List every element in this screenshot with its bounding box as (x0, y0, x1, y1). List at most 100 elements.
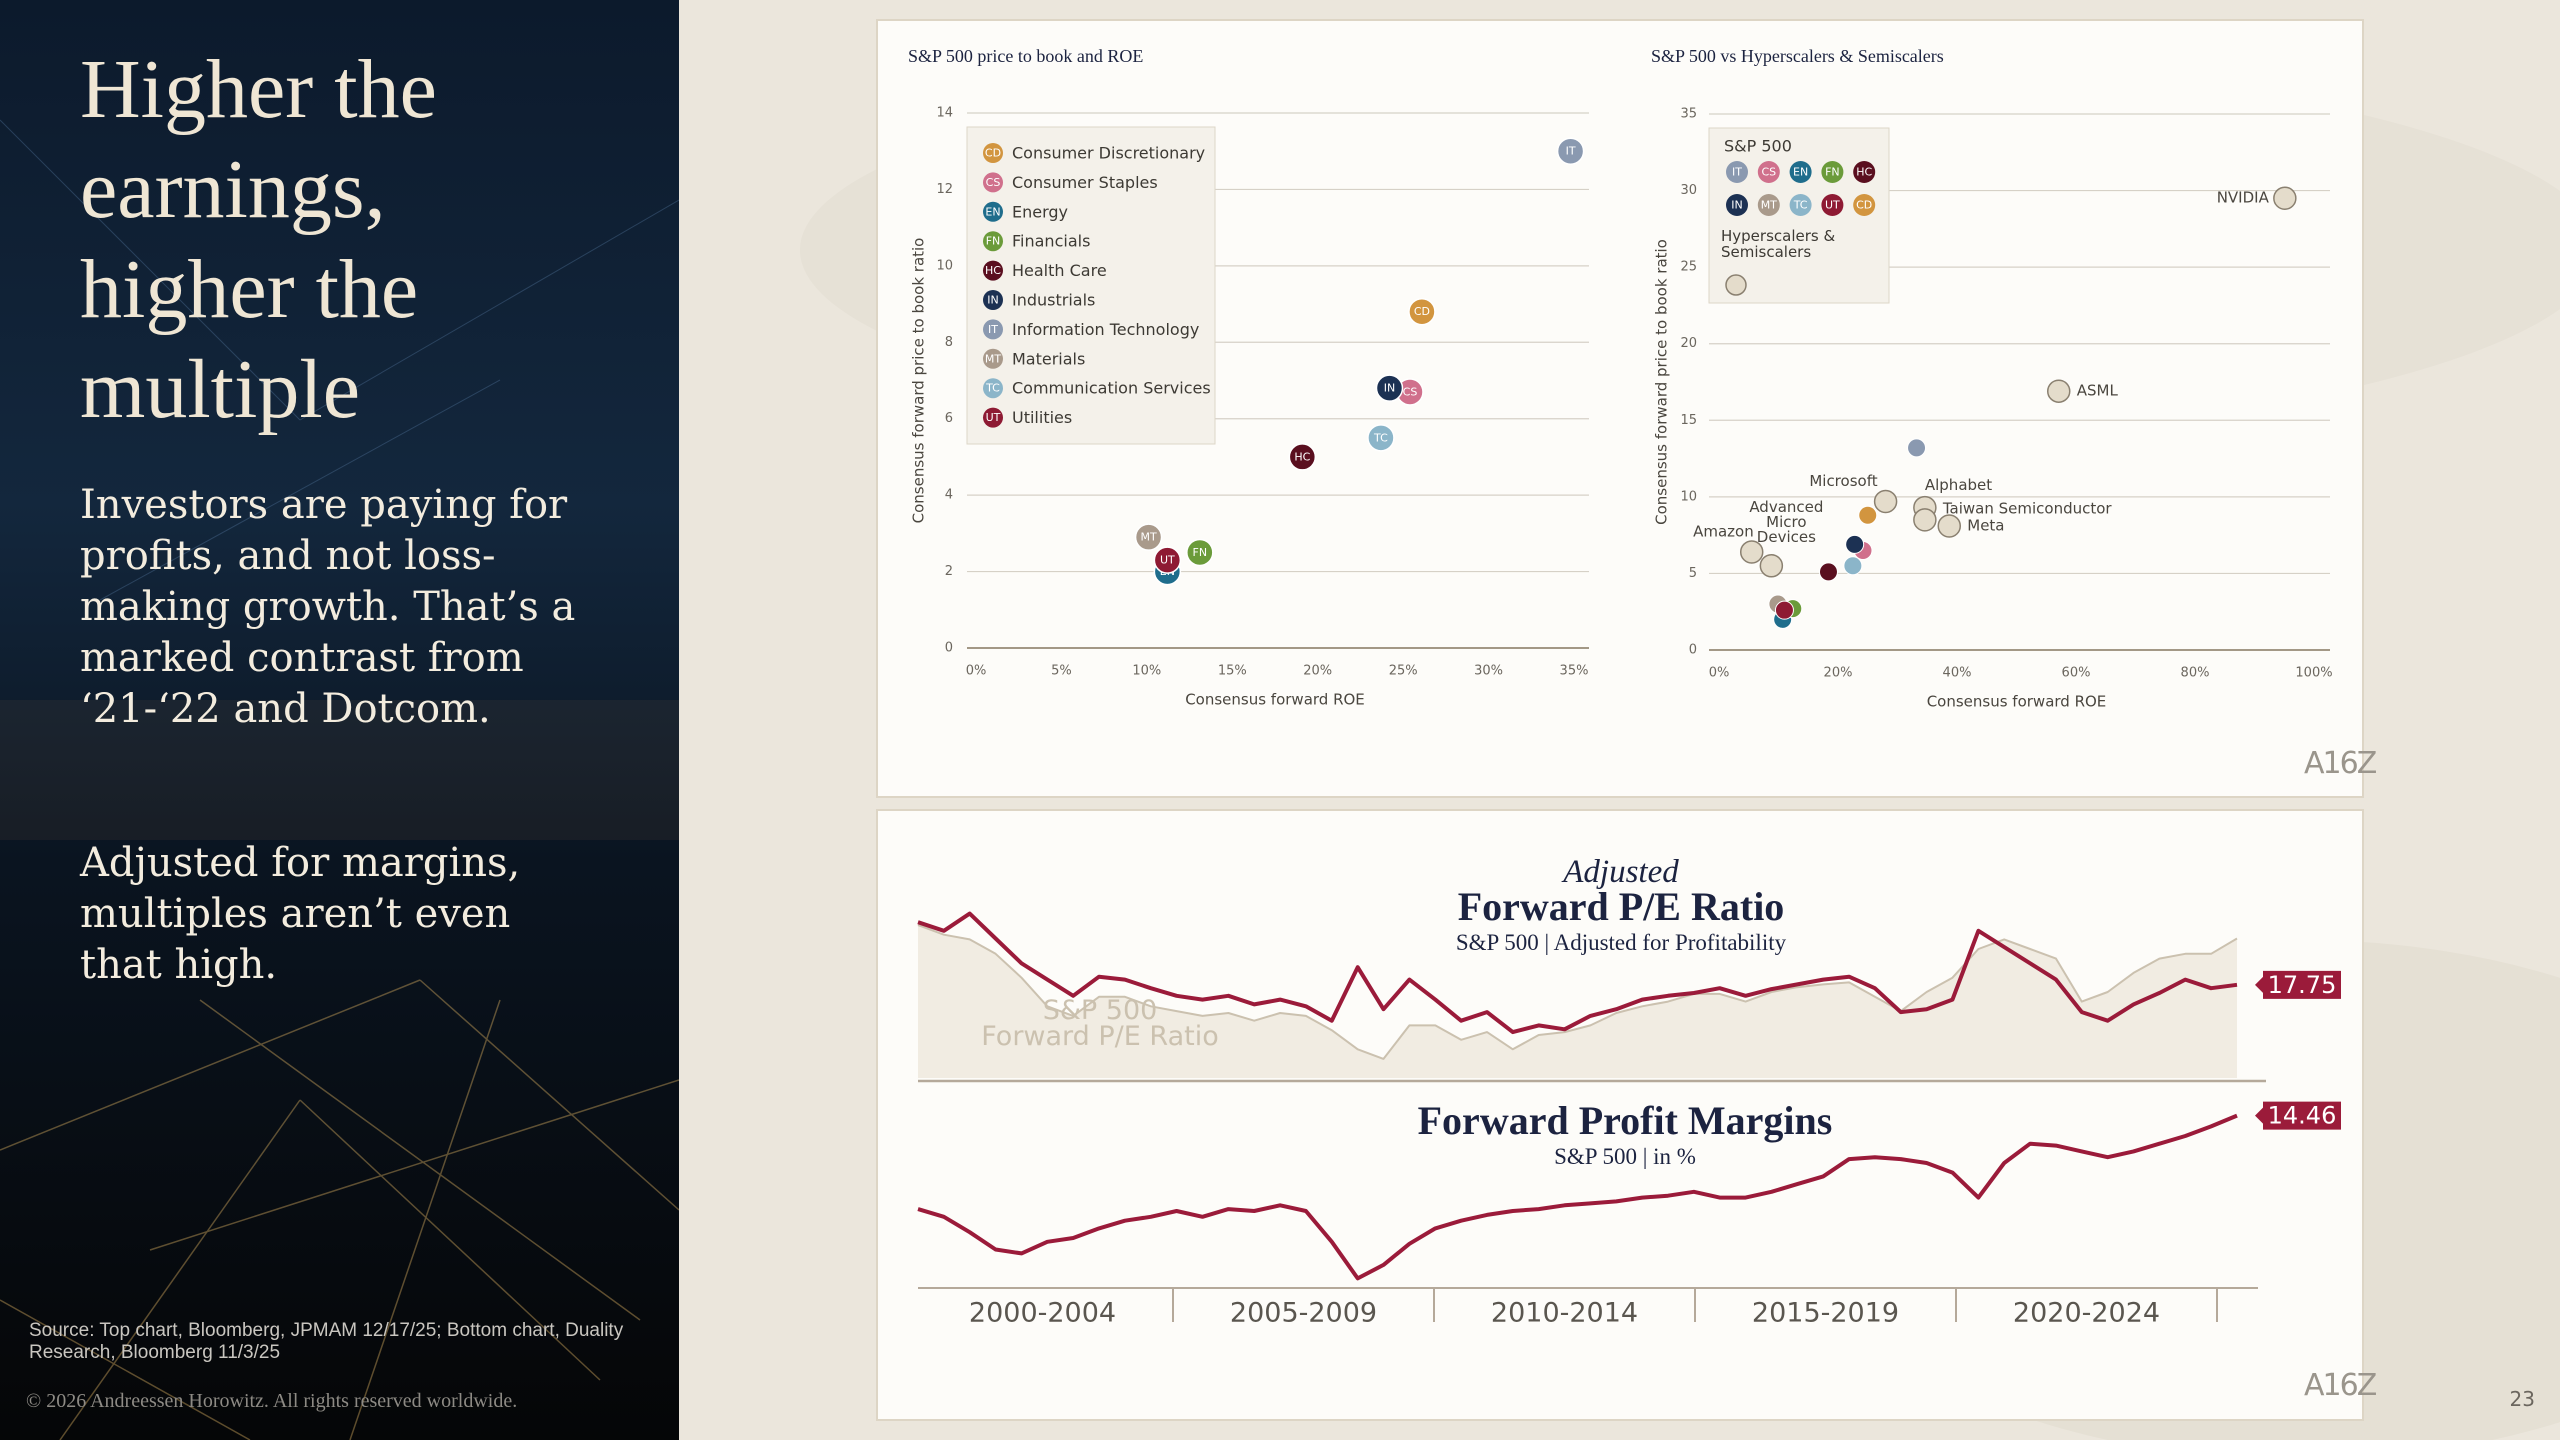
point-label: UT (1160, 554, 1175, 567)
point-label: Amazon (1693, 522, 1754, 540)
y-axis-title: Consensus forward price to book ratio (910, 238, 928, 524)
legend-badge (1757, 161, 1780, 183)
y-tick-label: 30 (1680, 183, 1697, 198)
legend-code: FN (1825, 166, 1840, 179)
legend-code: CS (986, 176, 1001, 189)
y-tick-label: 6 (945, 411, 953, 426)
point-label: ASML (2077, 382, 2119, 400)
point (1375, 374, 1404, 402)
legend-code: UT (1825, 199, 1840, 212)
legend-code: CS (1761, 166, 1776, 179)
x-tick-label: 2010-2014 (1491, 1298, 1638, 1329)
source: Source: Top chart, Bloomberg, JPMAM 12/1… (29, 1320, 624, 1363)
point (1937, 514, 1962, 538)
legend-badge (983, 260, 1003, 281)
point-label: IT (1566, 145, 1576, 158)
x-tick-label: 5% (1051, 664, 1072, 679)
legend-code: CD (1856, 199, 1872, 212)
y-tick-label: 8 (945, 335, 953, 350)
y-axis-title: Consensus forward price to book ratio (1653, 239, 1671, 525)
point-label: NVIDIA (2217, 189, 2270, 207)
x-axis-title: Consensus forward ROE (1927, 693, 2107, 711)
x-tick-label: 0% (966, 664, 987, 679)
card (876, 809, 2364, 1421)
legend-code: EN (1793, 166, 1808, 179)
legend-badge (1853, 161, 1876, 183)
legend-code: UT (986, 411, 1001, 424)
slide-title: Higher the earnings, higher the multiple (80, 43, 437, 436)
y-tick-label: 35 (1680, 107, 1697, 122)
point-label: IN (1384, 382, 1395, 395)
point-label: FN (1193, 546, 1208, 559)
point (1913, 508, 1937, 532)
chart-title: S&P 500 vs Hyperscalers & Semiscalers (1651, 46, 1944, 66)
y-tick-label: 12 (936, 182, 953, 197)
point (1818, 562, 1838, 582)
x-tick-label: 20% (1824, 666, 1853, 681)
sidebar: Higher the earnings, higher the multiple… (0, 0, 679, 1440)
y-tick-label: 2 (945, 564, 953, 579)
legend-badge (1853, 194, 1876, 216)
x-tick-label: 25% (1389, 664, 1418, 679)
legend-box (966, 126, 1216, 445)
x-tick-label: 80% (2181, 666, 2210, 681)
y-tick-label: 4 (945, 488, 953, 503)
x-tick-label: 60% (2062, 666, 2091, 681)
legend-badge (1821, 194, 1844, 216)
chart-title: Forward P/E Ratio (1458, 884, 1785, 929)
x-axis-title: Consensus forward ROE (1185, 691, 1365, 709)
legend-label: Health Care (1012, 261, 1107, 280)
legend-badge (1789, 194, 1812, 216)
x-tick-label: 35% (1560, 664, 1589, 679)
legend-label: Energy (1012, 202, 1068, 221)
y-tick-label: 25 (1680, 260, 1697, 275)
point (1739, 540, 1764, 564)
legend-code: HC (1856, 166, 1872, 179)
point-label-text: Advanced Micro Devices (1749, 499, 1824, 546)
legend-badge (1726, 194, 1748, 216)
point (1134, 523, 1163, 551)
logo: A16Z (2304, 746, 2377, 781)
chart-title: S&P 500 price to book and ROE (908, 46, 1143, 66)
point (1367, 424, 1395, 452)
legend-badge (983, 172, 1003, 193)
legend-code: IN (987, 294, 998, 307)
value-label: 17.75 (2268, 971, 2337, 999)
legend-label: Communication Services (1012, 379, 1211, 398)
legend-badge (1821, 161, 1844, 183)
chart-kicker: Adjusted (1561, 854, 1679, 890)
legend-label: Information Technology (1012, 320, 1199, 339)
point (2273, 186, 2297, 210)
legend-code: TC (985, 382, 1000, 395)
legend-label: Industrials (1012, 291, 1095, 310)
legend-code: FN (986, 235, 1001, 248)
legend-badge (983, 378, 1003, 399)
legend-code: IT (988, 323, 998, 336)
legend-code: TC (1793, 199, 1808, 212)
legend-badge (983, 348, 1003, 369)
legend-label: Financials (1012, 232, 1090, 251)
point (1408, 297, 1436, 326)
point (1845, 534, 1865, 554)
series-label: S&P 500 Forward P/E Ratio (981, 995, 1219, 1052)
line (917, 1113, 2238, 1281)
y-tick-label: 15 (1680, 413, 1697, 428)
y-tick-label: 0 (945, 641, 953, 656)
point (1186, 538, 1214, 567)
logo: A16Z (2304, 1368, 2377, 1403)
body-text: Investors are paying for profits, and no… (80, 482, 576, 732)
x-tick-label: 30% (1474, 664, 1503, 679)
legend-code: IT (1732, 166, 1742, 179)
line (917, 924, 2238, 1060)
decoration (0, 119, 679, 1440)
legend-badge (1789, 161, 1812, 183)
legend-badge (983, 231, 1003, 252)
point-label: Meta (1967, 516, 2004, 534)
legend-code: IN (1731, 199, 1742, 212)
x-tick-label: 2020-2024 (2013, 1298, 2160, 1329)
y-tick-label: 20 (1680, 336, 1697, 351)
point-label: TC (1373, 431, 1388, 444)
y-tick-label: 10 (936, 258, 953, 273)
legend-code: HC (985, 264, 1001, 277)
